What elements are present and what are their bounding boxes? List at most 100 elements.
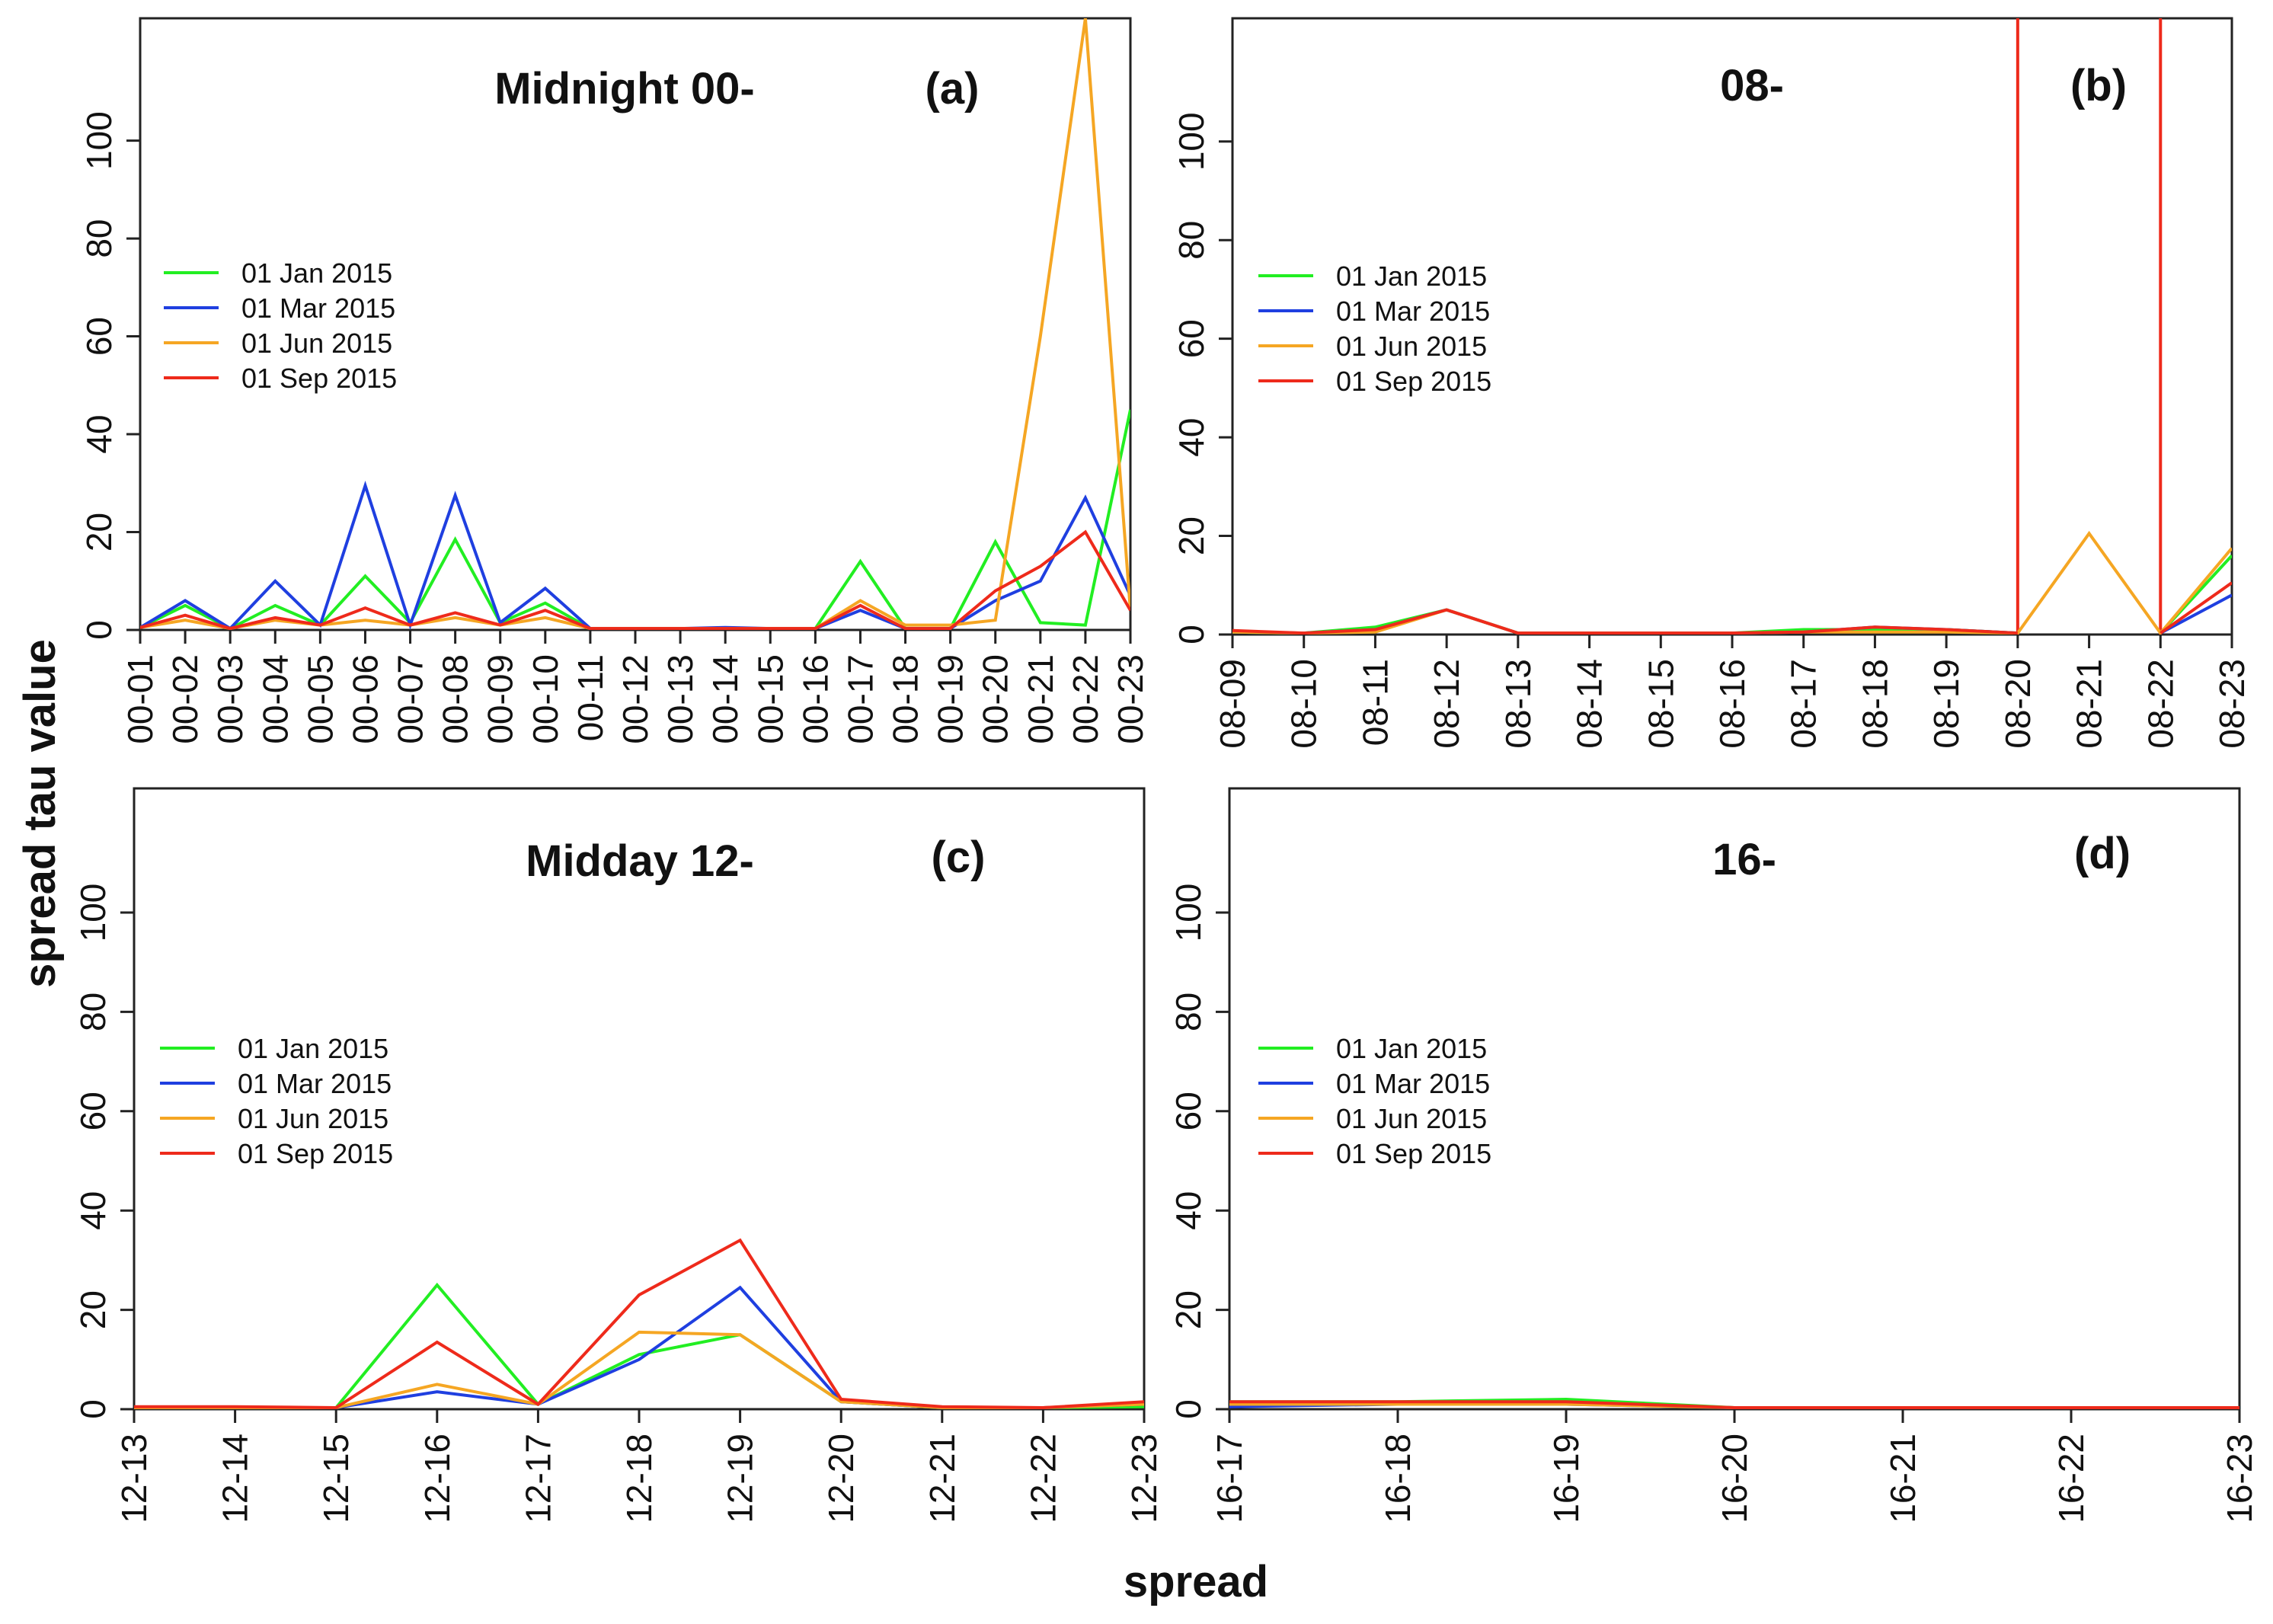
y-tick-label: 100 (1172, 112, 1211, 171)
x-tick-label: 08-19 (1926, 659, 1966, 749)
legend-label: 01 Jun 2015 (1336, 331, 1487, 362)
legend: 01 Jan 2015 01 Mar 2015 01 Jun 2015 01 Sep … (160, 1033, 393, 1169)
series-line-01-jan-2015 (134, 1282, 1144, 1409)
legend-label: 01 Mar 2015 (1336, 296, 1490, 327)
y-tick-label: 60 (1168, 1092, 1208, 1130)
x-tick-label: 00-10 (526, 654, 565, 744)
x-tick-label: 12-15 (316, 1434, 356, 1523)
x-tick-label: 08-22 (2140, 659, 2180, 749)
x-tick-label: 00-05 (300, 654, 340, 744)
legend: 01 Jan 2015 01 Mar 2015 01 Jun 2015 01 Sep … (164, 257, 397, 394)
y-tick-label: 60 (73, 1092, 113, 1130)
x-tick-label: 00-13 (660, 654, 700, 744)
x-tick-label: 08-21 (2070, 659, 2109, 749)
x-tick-label: 16-18 (1378, 1434, 1418, 1523)
legend-label: 01 Sep 2015 (241, 363, 397, 394)
legend: 01 Jan 2015 01 Mar 2015 01 Jun 2015 01 Sep … (1258, 261, 1491, 397)
x-tick-label: 08-17 (1784, 659, 1824, 749)
series-line-01-mar-2015 (2160, 593, 2232, 635)
x-axis-title: spread (1124, 1557, 1268, 1606)
x-tick-label: 16-21 (1883, 1434, 1923, 1523)
series-line-01-sep-2015 (1232, 608, 2018, 635)
x-tick-label: 00-23 (1111, 654, 1150, 744)
legend-label: 01 Jun 2015 (241, 328, 392, 359)
x-tick-label: 08-16 (1712, 659, 1752, 749)
x-tick-label: 00-09 (481, 654, 520, 744)
panel-title: Midnight 00- (494, 64, 755, 113)
x-tick-label: 08-10 (1284, 659, 1324, 749)
y-tick-label: 80 (1168, 993, 1208, 1031)
chart-panel-3: 0 20 40 60 80 100 12-13 12-14 12-15 12-16 12-17 12-… (73, 787, 1164, 1523)
x-tick-label: 12-19 (721, 1434, 760, 1523)
legend-label: 01 Jun 2015 (238, 1103, 388, 1134)
x-tick-label: 12-21 (922, 1434, 962, 1523)
y-tick-label: 20 (73, 1290, 113, 1329)
y-tick-label: 0 (73, 1399, 113, 1419)
panel-title: 16- (1712, 835, 1776, 884)
legend-label: 01 Sep 2015 (1336, 1138, 1491, 1169)
y-tick-label: 20 (1172, 516, 1211, 555)
x-tick-label: 16-19 (1546, 1434, 1586, 1523)
x-tick-label: 00-08 (436, 654, 475, 744)
panel-label: (d) (2074, 829, 2131, 878)
legend-label: 01 Mar 2015 (241, 293, 395, 324)
x-tick-label: 08-12 (1427, 659, 1466, 749)
y-tick-label: 40 (1168, 1191, 1208, 1230)
series-line-01-sep-2015 (2160, 581, 2232, 635)
x-tick-label: 08-09 (1213, 659, 1252, 749)
y-tick-label: 40 (79, 414, 119, 453)
x-tick-label: 12-23 (1124, 1434, 1164, 1523)
chart-panel-2: 0 20 40 60 80 100 08-09 08-10 08-11 08-12 08-13 08-… (1172, 17, 2252, 749)
x-tick-label: 00-19 (931, 654, 970, 744)
panel-label: (c) (932, 833, 986, 882)
x-tick-label: 00-01 (120, 654, 160, 744)
x-tick-label: 00-18 (886, 654, 926, 744)
series-line-01-jun-2015 (134, 1330, 1144, 1409)
x-tick-label: 16-23 (2220, 1434, 2259, 1523)
series-line-01-jun-2015 (1232, 530, 2232, 635)
x-tick-label: 00-14 (705, 654, 745, 744)
y-tick-label: 40 (1172, 418, 1211, 457)
y-tick-label: 0 (1172, 625, 1211, 644)
legend-label: 01 Jun 2015 (1336, 1103, 1487, 1134)
x-tick-label: 12-17 (518, 1434, 558, 1523)
panel-title: 08- (1720, 61, 1784, 110)
chart-panel-4: 0 20 40 60 80 100 16-17 16-18 16-19 16-20 16-21 16-… (1168, 787, 2259, 1523)
series-line-01-sep-2015 (134, 1238, 1144, 1409)
x-tick-label: 00-07 (391, 654, 430, 744)
y-tick-label: 20 (79, 513, 119, 551)
y-tick-label: 60 (79, 317, 119, 356)
y-tick-label: 0 (79, 620, 119, 640)
legend-label: 01 Jan 2015 (1336, 261, 1487, 292)
legend-label: 01 Mar 2015 (1336, 1068, 1490, 1099)
series-line-01-mar-2015 (140, 480, 1130, 630)
y-tick-label: 20 (1168, 1290, 1208, 1329)
x-tick-label: 00-06 (345, 654, 385, 744)
legend-label: 01 Jan 2015 (238, 1033, 388, 1064)
x-tick-label: 08-23 (2212, 659, 2252, 749)
legend-label: 01 Jan 2015 (1336, 1033, 1487, 1064)
y-tick-label: 60 (1172, 319, 1211, 358)
x-tick-label: 00-12 (615, 654, 655, 744)
series-line-01-sep-2015 (140, 529, 1130, 630)
legend-label: 01 Sep 2015 (238, 1138, 393, 1169)
x-tick-label: 00-22 (1066, 654, 1105, 744)
series-line-01-mar-2015 (134, 1285, 1144, 1409)
x-tick-label: 00-04 (255, 654, 295, 744)
x-tick-label: 08-14 (1570, 659, 1610, 749)
legend: 01 Jan 2015 01 Mar 2015 01 Jun 2015 01 Sep … (1258, 1033, 1491, 1169)
x-tick-label: 12-18 (619, 1434, 659, 1523)
y-tick-label: 80 (79, 219, 119, 257)
y-tick-label: 80 (1172, 221, 1211, 260)
x-tick-label: 16-20 (1715, 1434, 1754, 1523)
x-tick-label: 12-14 (216, 1434, 255, 1523)
series-line-01-sep-2015 (1229, 1400, 2239, 1409)
x-tick-label: 00-03 (210, 654, 250, 744)
y-tick-label: 100 (79, 111, 119, 170)
x-tick-label: 00-15 (750, 654, 790, 744)
y-tick-label: 100 (73, 884, 113, 942)
x-tick-label: 08-20 (1998, 659, 2038, 749)
